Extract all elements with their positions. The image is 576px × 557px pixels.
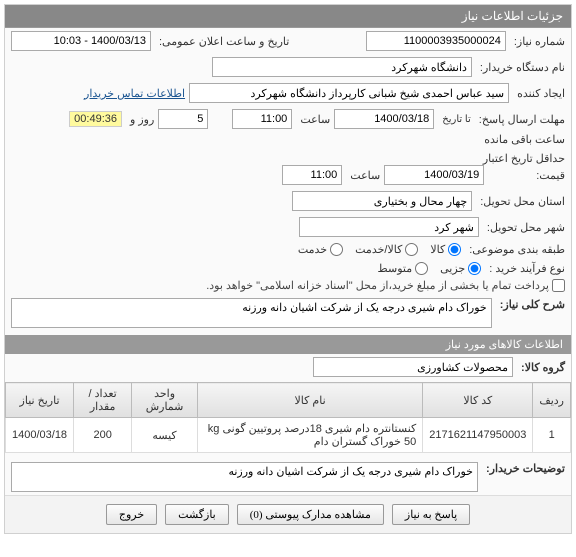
td-date: 1400/03/18 [6,418,74,453]
check-prepay[interactable]: پرداخت تمام یا بخشی از مبلغ خرید،از محل … [206,279,565,292]
check-prepay-input[interactable] [552,279,565,292]
field-buyer-notes[interactable] [11,462,478,492]
th-code: کد کالا [423,383,533,418]
field-buyer-org[interactable] [212,57,472,77]
td-code: 2171621147950003 [423,418,533,453]
label-city: شهر محل تحویل: [487,221,565,234]
row-city: شهر محل تحویل: [5,214,571,240]
radio-service-label: خدمت [298,243,327,256]
label-buyer-org: نام دستگاه خریدار: [480,61,565,74]
field-province[interactable] [292,191,472,211]
th-row: ردیف [533,383,571,418]
radio-small-label: جزیی [440,262,465,275]
exit-button[interactable]: خروج [106,504,157,525]
field-goods-group[interactable] [313,357,513,377]
reply-button[interactable]: پاسخ به نیاز [392,504,470,525]
radio-small-input[interactable] [468,262,481,275]
radio-goods[interactable]: کالا [430,243,461,256]
row-need-number: شماره نیاز: تاریخ و ساعت اعلان عمومی: [5,28,571,54]
label-hour-1: ساعت [300,113,330,126]
radio-goods-input[interactable] [448,243,461,256]
label-creator: ایجاد کننده [517,87,565,100]
section-goods-info: اطلاعات کالاهای مورد نیاز [5,335,571,354]
field-deadline-date[interactable] [334,109,434,129]
field-general-desc[interactable] [11,298,492,328]
th-qty: تعداد / مقدار [74,383,132,418]
field-valid-date[interactable] [384,165,484,185]
label-remaining: ساعت باقی مانده [484,133,565,146]
radio-medium-label: متوسط [378,262,413,275]
row-buyer-notes: توضیحات خریدار: [5,459,571,495]
th-unit: واحد شمارش [132,383,198,418]
th-name: نام کالا [197,383,422,418]
field-deadline-hour[interactable] [232,109,292,129]
th-date: تاریخ نیاز [6,383,74,418]
radio-medium-input[interactable] [415,262,428,275]
label-days-and: روز و [130,113,154,126]
radio-goods-label: کالا [430,243,445,256]
panel-title: جزئیات اطلاعات نیاز [5,5,571,28]
check-prepay-label: پرداخت تمام یا بخشی از مبلغ خرید،از محل … [206,279,549,292]
label-until: تا تاریخ [442,114,471,125]
row-purchase-type: نوع فرآیند خرید : جزیی متوسط پرداخت تمام… [5,259,571,295]
label-price: قیمت: [536,169,565,182]
label-hour-2: ساعت [350,169,380,182]
field-need-number[interactable] [366,31,506,51]
row-province: استان محل تحویل: [5,188,571,214]
label-buyer-notes: توضیحات خریدار: [486,462,565,475]
label-province: استان محل تحویل: [480,195,565,208]
label-general-desc: شرح کلی نیاز: [500,298,565,311]
label-budget-type: طبقه بندی موضوعی: [469,243,565,256]
link-buyer-contact[interactable]: اطلاعات تماس خریدار [84,87,185,100]
radio-goods-service-input[interactable] [405,243,418,256]
attachments-button[interactable]: مشاهده مدارک پیوستی (0) [237,504,384,525]
label-need-number: شماره نیاز: [514,35,565,48]
label-public-announce: تاریخ و ساعت اعلان عمومی: [159,35,289,48]
row-goods-group: گروه کالا: [5,354,571,380]
button-row: پاسخ به نیاز مشاهده مدارک پیوستی (0) باز… [5,495,571,533]
td-idx: 1 [533,418,571,453]
countdown-timer: 00:49:36 [69,111,122,127]
field-public-announce[interactable] [11,31,151,51]
radio-service-input[interactable] [330,243,343,256]
row-valid-2: قیمت: ساعت [5,162,571,188]
label-min-valid: حداقل تاریخ اعتبار [483,152,565,165]
td-qty: 200 [74,418,132,453]
radio-goods-service-label: کالا/خدمت [355,243,402,256]
back-button[interactable]: بازگشت [165,504,229,525]
radio-group-purchase: جزیی متوسط [378,262,482,275]
label-goods-group: گروه کالا: [521,361,565,374]
radio-group-budget: کالا کالا/خدمت خدمت [298,243,461,256]
field-city[interactable] [299,217,479,237]
radio-service[interactable]: خدمت [298,243,343,256]
row-general-desc: شرح کلی نیاز: [5,295,571,331]
radio-goods-service[interactable]: کالا/خدمت [355,243,418,256]
row-budget-type: طبقه بندی موضوعی: کالا کالا/خدمت خدمت [5,240,571,259]
row-deadline: مهلت ارسال پاسخ: تا تاریخ ساعت روز و 00:… [5,106,571,149]
table-header-row: ردیف کد کالا نام کالا واحد شمارش تعداد /… [6,383,571,418]
label-purchase-type: نوع فرآیند خرید : [489,262,565,275]
row-buyer-org: نام دستگاه خریدار: [5,54,571,80]
td-unit: کیسه [132,418,198,453]
row-creator: ایجاد کننده اطلاعات تماس خریدار [5,80,571,106]
goods-table: ردیف کد کالا نام کالا واحد شمارش تعداد /… [5,382,571,453]
field-creator[interactable] [189,83,509,103]
table-row[interactable]: 1 2171621147950003 کنستانتره دام شیری 18… [6,418,571,453]
label-deadline: مهلت ارسال پاسخ: [479,113,565,126]
field-days[interactable] [158,109,208,129]
radio-small[interactable]: جزیی [440,262,481,275]
details-panel: جزئیات اطلاعات نیاز شماره نیاز: تاریخ و … [4,4,572,534]
td-name: کنستانتره دام شیری 18درصد پروتیین گونی k… [197,418,422,453]
field-valid-hour[interactable] [282,165,342,185]
radio-medium[interactable]: متوسط [378,262,429,275]
